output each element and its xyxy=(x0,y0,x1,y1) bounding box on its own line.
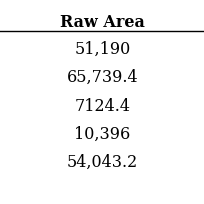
Text: 65,739.4: 65,739.4 xyxy=(66,69,138,86)
Text: 54,043.2: 54,043.2 xyxy=(67,153,137,170)
Text: 51,190: 51,190 xyxy=(74,41,130,58)
Text: 10,396: 10,396 xyxy=(74,125,130,142)
Text: Raw Area: Raw Area xyxy=(60,14,144,31)
Text: 7124.4: 7124.4 xyxy=(74,97,130,114)
